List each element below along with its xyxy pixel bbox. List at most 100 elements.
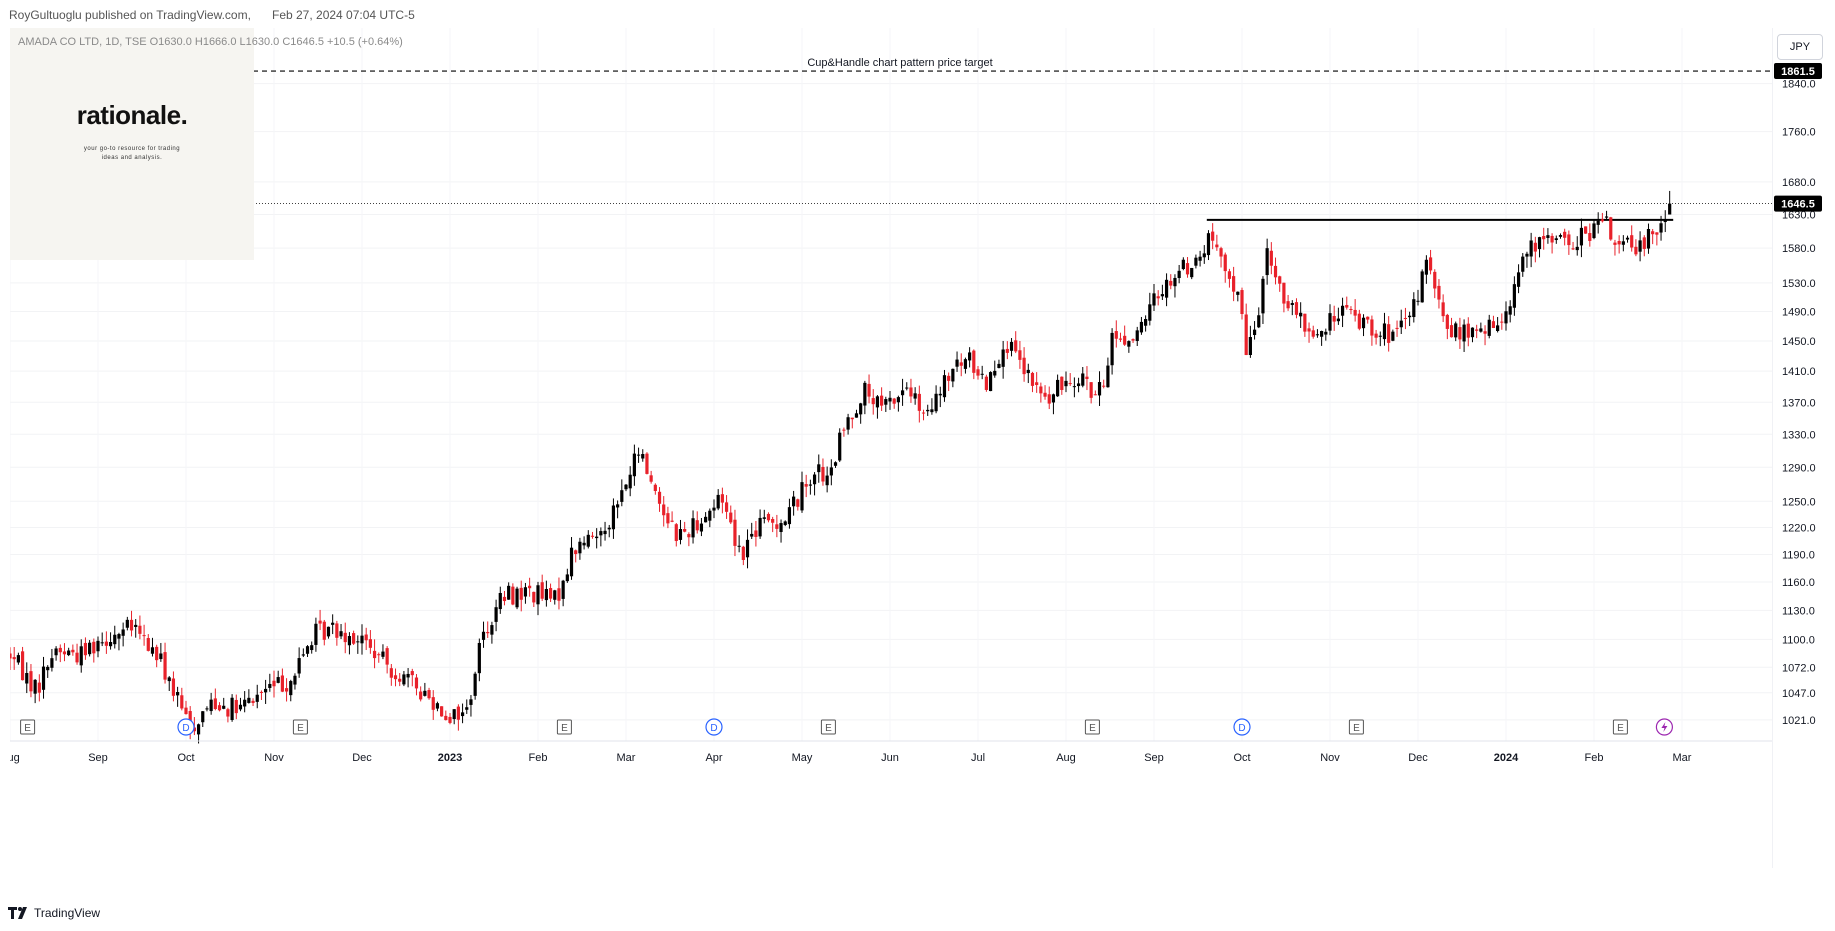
time-axis-label: Mar <box>617 752 636 764</box>
dividend-event-icon <box>705 718 723 736</box>
candle-body <box>20 651 25 681</box>
candle-body <box>310 645 314 651</box>
dividend-event-icon-glyph: D <box>1238 723 1245 734</box>
candle-body <box>1051 394 1056 403</box>
candle-body <box>50 658 54 668</box>
candle-body <box>724 502 729 512</box>
candle-body <box>1215 244 1219 248</box>
candle-body <box>859 403 863 415</box>
candle-body <box>984 376 988 390</box>
time-axis-label: Oct <box>177 752 194 764</box>
candle-body <box>1290 303 1294 305</box>
candle-body <box>280 675 284 692</box>
earnings-event-icon-glyph: E <box>24 723 31 734</box>
candle-body <box>1361 317 1366 329</box>
earnings-event-icon-glyph: E <box>561 723 568 734</box>
price-axis-ticks: 1021.0 1047.0 1072.0 1100.0 1130.0 1160.0 1190… <box>1772 28 1816 868</box>
candle-body <box>800 482 804 511</box>
candle-body <box>1135 330 1139 341</box>
price-axis-tick-label: 1220.0 <box>1782 523 1816 535</box>
candle-body <box>1144 319 1148 326</box>
candle-body <box>754 530 758 537</box>
dividend-event-icon <box>1233 718 1251 736</box>
price-axis-tick-label: 1450.0 <box>1782 336 1816 348</box>
candle-body <box>1630 235 1634 248</box>
logo-wordmark: rationale. <box>76 100 188 130</box>
candle-body <box>1118 338 1123 340</box>
candle-body <box>1102 385 1106 387</box>
candle-body <box>1487 319 1491 336</box>
candle-body <box>557 588 561 601</box>
candle-body <box>205 708 209 710</box>
candle-body <box>1529 240 1533 257</box>
time-axis-label: Feb <box>529 752 548 764</box>
tradingview-footer[interactable]: TradingView <box>8 906 100 920</box>
earnings-event-icon-glyph: E <box>1089 723 1096 734</box>
candle-body <box>1148 304 1152 321</box>
candle-body <box>1604 216 1609 218</box>
candle-body <box>381 651 385 657</box>
candle-body <box>1554 238 1558 241</box>
candle-body <box>1039 386 1043 394</box>
candle-body <box>934 393 938 412</box>
candle-body <box>247 697 251 703</box>
candle-body <box>163 652 167 680</box>
candle-body <box>1047 394 1051 404</box>
candle-body <box>1093 394 1097 396</box>
candle-body <box>1009 341 1014 351</box>
candle-body <box>1537 237 1542 250</box>
candle-body <box>649 475 653 482</box>
flash-event-icon-glyph <box>1661 722 1668 732</box>
candle-body <box>335 623 339 638</box>
candle-body <box>959 362 963 366</box>
candle-body <box>674 524 678 542</box>
candle-body <box>196 724 201 735</box>
candle-body <box>741 546 745 560</box>
candle-body <box>46 666 50 671</box>
candle-body <box>1248 337 1252 356</box>
candle-body <box>808 484 812 486</box>
candle-body <box>666 513 670 524</box>
candle-body <box>842 429 846 431</box>
candle-body <box>201 711 205 723</box>
candle-body <box>58 647 62 653</box>
candle-body <box>452 709 456 720</box>
candle-body <box>720 494 724 503</box>
candle-body <box>1232 276 1236 292</box>
price-axis-flags: 1861.5 1646.5 <box>1774 63 1822 212</box>
candle-body <box>611 505 616 530</box>
candle-body <box>494 607 498 622</box>
candle-body <box>1449 325 1454 338</box>
horizontal-lines: Cup&Handle chart pattern price target <box>10 57 1772 221</box>
candle-body <box>829 467 833 476</box>
price-axis[interactable]: 1021.0 1047.0 1072.0 1100.0 1130.0 1160.0 1190… <box>1772 28 1835 868</box>
candle-body <box>1068 383 1072 385</box>
price-flag <box>1774 63 1822 80</box>
candle-body <box>88 642 92 655</box>
candle-body <box>347 636 352 646</box>
candle-body <box>930 409 934 413</box>
candle-body <box>385 648 389 665</box>
candle-body <box>1500 321 1504 323</box>
currency-button[interactable]: JPY <box>1777 34 1823 60</box>
candle-body <box>481 631 486 640</box>
candle-body <box>41 666 46 690</box>
candle-body <box>595 536 599 539</box>
time-axis-label: Jul <box>971 752 985 764</box>
candle-body <box>900 390 905 396</box>
candle-body <box>431 697 435 710</box>
candle-body <box>523 587 528 597</box>
candle-body <box>708 510 712 521</box>
price-chart[interactable]: Cup&Handle chart pattern price target Au… <box>10 28 1772 868</box>
candle-body <box>867 383 871 397</box>
candle-body <box>850 417 854 420</box>
candle-body <box>1382 323 1387 340</box>
candle-body <box>1223 254 1227 272</box>
candle-body <box>352 633 356 644</box>
candle-body <box>817 464 821 473</box>
candle-body <box>691 518 695 538</box>
candle-body <box>636 454 641 456</box>
candle-body <box>117 634 121 639</box>
candle-body <box>1659 223 1663 233</box>
candle-body <box>1056 379 1060 397</box>
